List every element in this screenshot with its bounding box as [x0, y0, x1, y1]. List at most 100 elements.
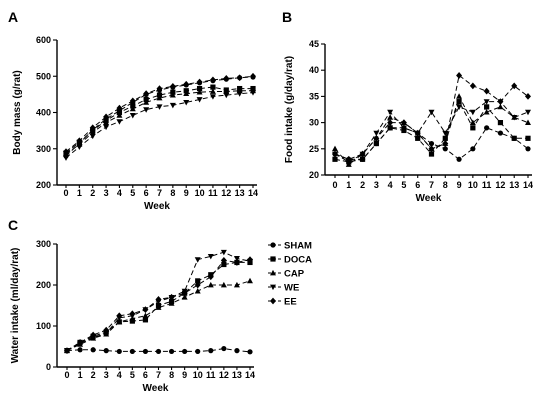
- panel-a-x-tick-label: 9: [184, 188, 189, 198]
- panel-b-x-tick-label: 11: [482, 180, 492, 190]
- panel-a-x-tick-label: 7: [157, 188, 162, 198]
- panel-a-x-tick-label: 5: [130, 188, 135, 198]
- panel-c-series-sham-point: [90, 347, 96, 353]
- panel-a-series-we-point: [103, 124, 110, 131]
- panel-c-x-tick-label: 14: [245, 370, 255, 380]
- panel-c-series-cap-line: [66, 280, 251, 352]
- panel-b-x-tick-label: 6: [415, 180, 420, 190]
- legend-cap-marker: [270, 269, 276, 276]
- panel-c-series-ee-point: [247, 256, 253, 263]
- panel-b-series-ee-point: [483, 87, 490, 95]
- panel-a-x-tick-label: 2: [90, 188, 95, 198]
- panel-b-series-ee-point: [387, 119, 394, 126]
- panel-c-series-sham-point: [234, 348, 240, 354]
- panel-c-series-cap-point: [155, 304, 162, 310]
- panel-c-series-sham-point: [103, 348, 109, 354]
- panel-a-series-cap-point: [196, 89, 203, 95]
- panel-c-x-tick-label: 6: [143, 370, 148, 380]
- panel-a-series-cap-line: [65, 90, 253, 155]
- panel-b-series-we-point: [442, 130, 449, 137]
- panel-b-series-cap-point: [469, 119, 476, 125]
- panel-b-series-ee-point: [414, 129, 421, 137]
- legend: SHAM DOCA CAP WE EE: [268, 241, 312, 308]
- panel-label-c: C: [8, 217, 18, 233]
- panel-b-series-doca-point: [373, 140, 379, 147]
- legend-ee-marker: [270, 297, 276, 305]
- panel-a-series-ee-point: [250, 72, 256, 80]
- panel-a-series-ee-point: [156, 85, 163, 92]
- panel-c-series-ee-point: [116, 312, 123, 320]
- panel-b-series-ee-point: [456, 72, 463, 79]
- panel-c-series-cap-point: [220, 281, 227, 288]
- panel-c-x-tick-label: 5: [130, 370, 135, 380]
- panel-b-series-doca-point: [415, 135, 421, 141]
- panel-a-x-tick-label: 4: [117, 188, 122, 198]
- panel-b-series-we-point: [400, 125, 407, 131]
- panel-a-series-we-point: [250, 90, 256, 96]
- panel-c-series-sham-point: [77, 347, 83, 353]
- panel-c-series-cap-point: [168, 300, 175, 306]
- panel-b-y-tick-label: 30: [309, 118, 319, 128]
- panel-c-x-tick-label: 1: [78, 370, 83, 380]
- panel-b-series-sham-point: [497, 130, 504, 136]
- panel-b-series-ee-point: [400, 119, 407, 126]
- panel-a-series-ee-point: [103, 113, 110, 121]
- panel-b-y-tick-label: 40: [309, 65, 319, 75]
- legend-doca-marker: [270, 256, 276, 262]
- panel-a-series-cap-point: [156, 94, 163, 101]
- panel-c-series-doca-point: [195, 278, 201, 284]
- panel-b-series-doca-point: [484, 104, 490, 110]
- panel-a-y-tick-label: 300: [36, 144, 51, 154]
- legend-cap-label: CAP: [284, 269, 305, 280]
- panel-a-series-we-point: [196, 97, 203, 103]
- panel-b-series-doca-point: [470, 125, 476, 131]
- panel-a-series-cap-point: [116, 112, 123, 118]
- panel-c-series-ee-point: [207, 273, 214, 281]
- panel-c-series-ee-point: [90, 331, 97, 339]
- panel-b-series-we-line: [334, 101, 529, 163]
- panel-a-series-ee-point: [223, 75, 230, 82]
- panel-c-series-ee-point: [142, 306, 149, 313]
- panel-a-x-axis-title: Week: [144, 201, 170, 212]
- panel-a-series-cap-point: [89, 129, 96, 135]
- panel-a-x-tick-label: 14: [248, 188, 258, 198]
- panel-c-series-cap-point: [142, 312, 149, 319]
- panel-a-y-tick-label: 200: [36, 180, 51, 190]
- panel-a-series-we-point: [76, 144, 83, 151]
- panel-a-series-cap-point: [169, 91, 176, 98]
- panel-b-x-tick-label: 4: [388, 180, 393, 190]
- panel-b-series-ee-point: [525, 93, 531, 100]
- panel-c-series-cap-point: [207, 281, 214, 288]
- panel-b-series-sham-point: [456, 156, 462, 162]
- panel-b-x-tick-label: 0: [332, 180, 337, 190]
- panel-c-series-we-point: [194, 257, 201, 263]
- panel-c-x-tick-label: 3: [104, 370, 109, 380]
- panel-c-x-tick-label: 4: [117, 370, 122, 380]
- panel-b-y-tick-label: 20: [309, 170, 319, 180]
- panel-a-y-axis-title: Body mass (g/rat): [12, 70, 23, 154]
- panel-b-series-sham-point: [525, 146, 531, 152]
- panel-a-series-doca-line: [65, 86, 253, 154]
- panel-a-x-tick-label: 6: [144, 188, 149, 198]
- panel-b-series-doca-point: [442, 135, 448, 141]
- panel-b-x-tick-label: 8: [443, 180, 448, 190]
- panel-a-series-we-point: [129, 113, 136, 119]
- panel-c-series-sham-point: [168, 348, 175, 355]
- panel-c-x-tick-label: 10: [193, 370, 203, 380]
- panel-b-series-cap-point: [332, 145, 338, 152]
- legend-sham-marker: [270, 242, 276, 248]
- panel-c-series-ee-point: [64, 347, 70, 354]
- panel-c-y-axis-title: Water intake (ml/day/rat): [10, 248, 21, 364]
- panel-b-x-tick-label: 12: [495, 180, 505, 190]
- panel-b-x-tick-label: 9: [457, 180, 462, 190]
- panel-a-series-we-line: [65, 92, 254, 159]
- panel-c-series-ee-point: [168, 293, 175, 301]
- panel-a-series-we-point: [156, 104, 163, 110]
- panel-a-y-tick-label: 500: [36, 71, 51, 81]
- panel-b-y-tick-label: 45: [309, 39, 319, 49]
- panel-b-x-tick-label: 7: [429, 180, 434, 190]
- panel-b-series-ee-point: [359, 150, 366, 158]
- panel-a-series-we-point: [236, 91, 243, 97]
- panel-b-x-axis-title: Week: [416, 193, 442, 204]
